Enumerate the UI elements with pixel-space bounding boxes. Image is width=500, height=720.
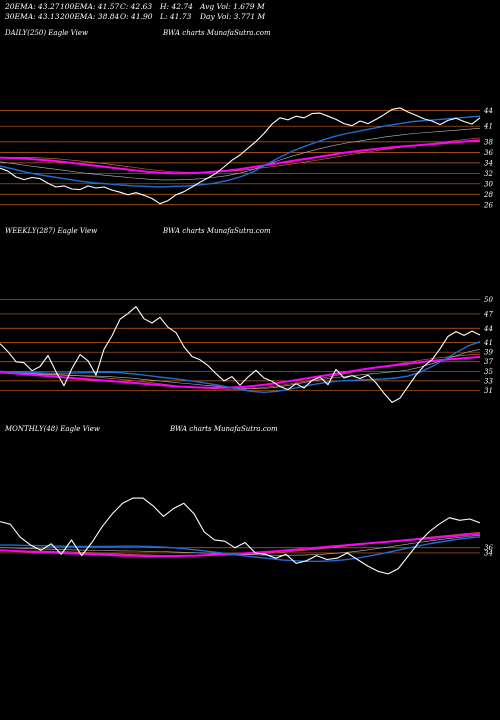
daily-tick-label: 32: [484, 170, 493, 178]
daily-ema-mid-line: [0, 128, 481, 181]
stat-open: O: 41.90: [120, 12, 153, 21]
weekly-tick-label: 44: [483, 325, 493, 333]
weekly-tick-label: 39: [484, 349, 493, 357]
daily-tick-label: 34: [484, 159, 493, 167]
monthly-tick-label: 36: [484, 544, 493, 552]
weekly-ema-mid-line: [0, 349, 481, 390]
daily-ema-short-line: [0, 115, 481, 188]
weekly-tick-label: 41: [483, 339, 493, 347]
daily-tick-label: 38: [484, 138, 493, 146]
daily-tick-label: 26: [483, 201, 493, 209]
monthly-ema-short-line: [0, 536, 481, 562]
stat-high: H: 42.74: [159, 2, 193, 11]
stat-20ema: 20EMA: 43.27: [4, 2, 60, 11]
monthly-tick-label: 34: [484, 549, 493, 557]
stat-30ema: 30EMA: 43.13: [5, 12, 60, 21]
daily-tick-label: 30: [484, 180, 493, 188]
daily-panel: DAILY(250) Eagle View BWA charts MunafaS…: [0, 29, 493, 209]
weekly-tick-label: 33: [484, 377, 493, 385]
stat-day-vol: Day Vol: 3.771 M: [199, 12, 266, 21]
stat-200ema: 200EMA: 38.84: [59, 12, 119, 21]
weekly-ema-short-line: [0, 341, 481, 393]
weekly-tick-label: 35: [484, 368, 493, 376]
weekly-tick-label: 47: [483, 310, 493, 318]
weekly-tick-label: 37: [484, 358, 493, 366]
daily-tick-label: 36: [484, 149, 493, 157]
weekly-ema-band-line: [0, 353, 481, 390]
monthly-panel-source: BWA charts MunafaSutra.com: [169, 425, 278, 433]
daily-tick-label: 28: [483, 191, 493, 199]
daily-panel-label: DAILY(250) Eagle View: [4, 29, 88, 37]
stat-close: C: 42.63: [120, 2, 152, 11]
daily-price-line: [0, 107, 481, 205]
weekly-ema-long-line: [0, 356, 481, 389]
daily-tick-label: 44: [483, 107, 493, 115]
weekly-price-line: [0, 306, 481, 403]
weekly-panel-source: BWA charts MunafaSutra.com: [162, 227, 271, 235]
stat-low: L: 41.73: [159, 12, 192, 21]
monthly-panel: MONTHLY(48) Eagle View BWA charts Munafa…: [0, 425, 493, 575]
monthly-price-line: [0, 497, 481, 575]
weekly-tick-label: 50: [484, 296, 493, 304]
stat-avg-vol: Avg Vol: 1.679 M: [199, 2, 265, 11]
daily-tick-label: 41: [483, 123, 493, 131]
header-stats: 20EMA: 43.27 100EMA: 41.57 C: 42.63 H: 4…: [4, 2, 266, 21]
weekly-panel-label: WEEKLY(287) Eagle View: [5, 227, 97, 235]
daily-ema-long-line: [0, 139, 481, 175]
monthly-panel-label: MONTHLY(48) Eagle View: [4, 425, 100, 433]
weekly-panel: WEEKLY(287) Eagle View BWA charts Munafa…: [0, 227, 493, 403]
daily-panel-source: BWA charts MunafaSutra.com: [162, 29, 271, 37]
stat-100ema: 100EMA: 41.57: [60, 2, 119, 11]
weekly-tick-label: 31: [484, 387, 493, 395]
